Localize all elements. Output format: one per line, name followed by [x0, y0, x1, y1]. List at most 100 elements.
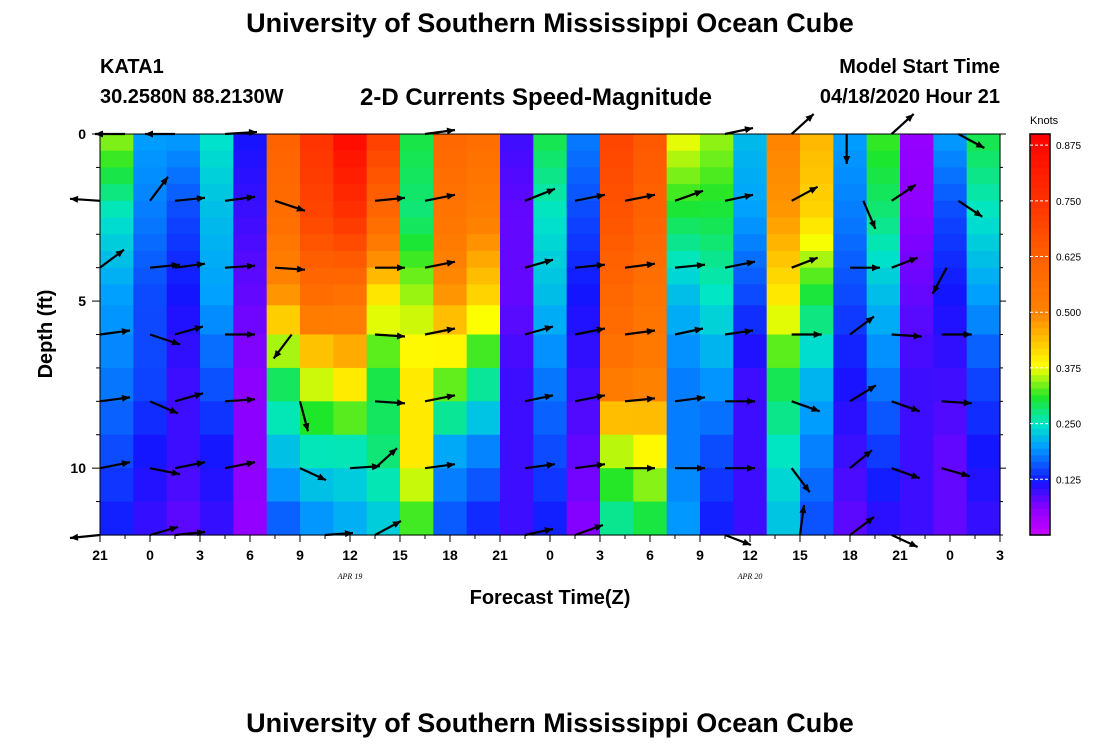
heatmap-cell — [933, 217, 968, 235]
heatmap-cell — [700, 200, 734, 219]
heatmap-cell — [933, 334, 968, 369]
heatmap-cell — [800, 501, 834, 536]
x-tick-label: 18 — [442, 547, 458, 563]
heatmap-cell — [566, 134, 601, 152]
heatmap-cell — [933, 250, 968, 269]
heatmap-cell — [666, 367, 701, 402]
heatmap-cell — [833, 305, 868, 336]
colorbar-cell — [1030, 401, 1050, 409]
heatmap-cell — [733, 367, 768, 402]
current-vector — [724, 259, 756, 269]
current-vector — [374, 520, 402, 536]
heatmap-cell — [100, 134, 134, 152]
y-tick-label: 0 — [78, 126, 86, 142]
heatmap-cell — [200, 267, 234, 285]
heatmap-cell — [200, 184, 234, 202]
heatmap-cell — [333, 501, 368, 536]
colorbar-cell — [1030, 481, 1050, 489]
x-tick-label: 0 — [546, 547, 554, 563]
vector-head — [843, 156, 851, 164]
heatmap-cell — [233, 334, 268, 369]
heatmap-cell — [133, 250, 168, 269]
current-vector — [724, 328, 754, 336]
colorbar-cell — [1030, 140, 1050, 148]
heatmap-cell — [733, 267, 768, 285]
current-vector — [272, 333, 293, 360]
heatmap-cell — [833, 284, 868, 306]
colorbar-cell — [1030, 334, 1050, 342]
heatmap-cell — [500, 434, 534, 469]
heatmap-cell — [166, 217, 201, 235]
heatmap-cell — [966, 134, 1001, 152]
heatmap-cell — [766, 150, 801, 169]
heatmap-cell — [600, 284, 634, 306]
heatmap-cell — [500, 267, 534, 285]
heatmap-cell — [633, 284, 668, 306]
current-vector — [624, 395, 656, 403]
heatmap-cell — [766, 267, 801, 285]
footer-title: University of Southern Mississippi Ocean… — [246, 708, 854, 738]
colorbar-cell — [1030, 260, 1050, 269]
station-coordinates: 30.2580N 88.2130W — [100, 86, 284, 108]
heatmap-cell — [266, 234, 301, 252]
heatmap-cell — [266, 184, 301, 202]
heatmap-cell — [233, 501, 268, 536]
heatmap-cell — [866, 184, 901, 202]
vector-head — [596, 326, 605, 334]
heatmap-cell — [400, 367, 434, 402]
heatmap-cell — [566, 167, 601, 185]
heatmap-cell — [700, 334, 734, 369]
heatmap-cell — [633, 334, 668, 369]
y-axis-label: Depth (ft) — [35, 290, 57, 379]
vector-head — [446, 393, 455, 401]
vector-head — [446, 326, 455, 334]
heatmap-cell — [600, 134, 634, 152]
heatmap-cell — [433, 150, 468, 169]
heatmap-cell — [633, 234, 668, 252]
heatmap-cell — [666, 200, 701, 219]
x-tick-label: 15 — [392, 547, 408, 563]
colorbar-cell — [1030, 234, 1050, 242]
heatmap-cell — [666, 434, 701, 469]
heatmap-cell — [533, 334, 568, 369]
heatmap-cell — [666, 501, 701, 536]
heatmap-cell — [900, 501, 934, 536]
heatmap-cell — [233, 200, 268, 219]
x-tick-label: 9 — [696, 547, 704, 563]
vector-head — [296, 205, 305, 212]
heatmap-cell — [633, 217, 668, 235]
heatmap-cell — [566, 267, 601, 285]
vector-head — [160, 176, 168, 186]
colorbar-cell — [1030, 528, 1050, 536]
vector-head — [396, 332, 405, 340]
vector-head — [596, 393, 605, 401]
current-vector — [574, 523, 604, 537]
heatmap-cell — [566, 217, 601, 235]
heatmap-cell — [833, 184, 868, 202]
heatmap-cell — [633, 267, 668, 285]
vector-head — [446, 193, 455, 200]
heatmap-cell — [400, 501, 434, 536]
colorbar-cell — [1030, 174, 1050, 182]
heatmap-cell — [833, 501, 868, 536]
heatmap-cell — [266, 305, 301, 336]
colorbar-cell — [1030, 154, 1050, 162]
colorbar-cell — [1030, 521, 1050, 529]
current-vector — [941, 331, 972, 338]
heatmap-cell — [500, 501, 534, 536]
colorbar-frame — [1029, 133, 1051, 536]
heatmap-cell — [400, 334, 434, 369]
heatmap-cell — [900, 250, 934, 269]
current-vector — [524, 393, 554, 403]
heatmap-cell — [366, 334, 401, 369]
current-vector — [957, 199, 983, 218]
heatmap-cell — [166, 284, 201, 306]
heatmap-cell — [966, 267, 1001, 285]
heatmap-cell — [200, 134, 234, 152]
heatmap-cell — [600, 305, 634, 336]
heatmap-cell — [466, 468, 501, 503]
vector-head — [246, 194, 255, 202]
heatmap-cell — [266, 200, 301, 219]
current-vector — [624, 193, 656, 202]
